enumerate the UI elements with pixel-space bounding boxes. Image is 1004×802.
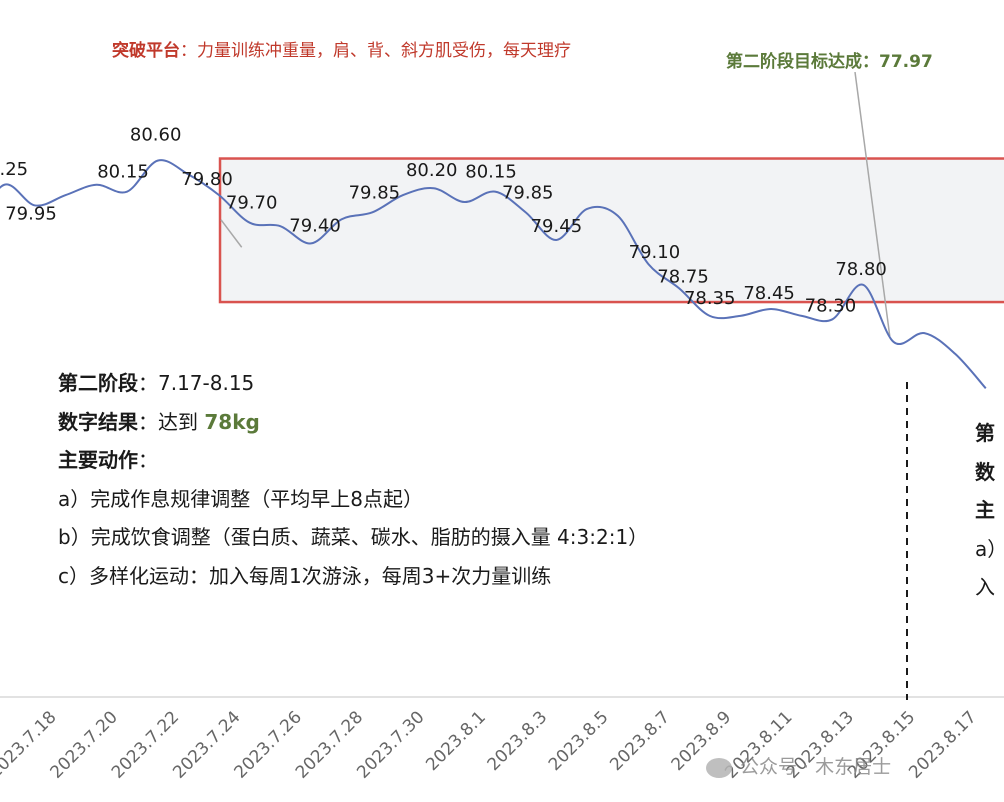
data-label: 80.15	[465, 162, 517, 183]
data-label: 80.15	[97, 162, 149, 183]
data-label: 79.85	[349, 182, 401, 203]
stage2-period: 7.17-8.15	[158, 371, 255, 395]
data-label: 78.45	[743, 283, 795, 304]
data-label: 79.80	[181, 169, 233, 190]
stage2-result-label: 数字结果	[58, 409, 138, 434]
data-label: 80.60	[130, 125, 182, 146]
plateau-annotation-sep: ：	[180, 41, 197, 61]
plateau-box	[218, 157, 1004, 304]
goal-connector	[854, 71, 891, 337]
data-label: 79.45	[531, 216, 583, 237]
stage2-action-b: b）完成饮食调整（蛋白质、蔬菜、碳水、脂肪的摄入量 4:3:2:1）	[58, 525, 649, 549]
stage3-line-2: 数	[975, 459, 995, 484]
data-label: 80.20	[406, 160, 458, 181]
plateau-annotation: 突破平台：力量训练冲重量，肩、背、斜方肌受伤，每天理疗	[112, 36, 571, 61]
data-label: 79.70	[226, 193, 278, 214]
x-tick-label: 2023.8.7	[606, 707, 674, 775]
wechat-icon	[706, 757, 732, 778]
x-tick-label: 2023.8.17	[905, 707, 980, 782]
data-label: 78.30	[805, 295, 857, 316]
data-label: 78.35	[684, 288, 736, 309]
stage2-title-sep: ：	[138, 371, 158, 395]
x-tick-label: 2023.8.5	[545, 707, 613, 775]
stage2-action-a: a）完成作息规律调整（平均早上8点起）	[58, 486, 423, 511]
data-label: 79.40	[289, 215, 341, 236]
stage2-result-text: 达到	[158, 409, 205, 434]
watermark: 公众号 · 木东居士	[706, 752, 891, 779]
data-label: 79.10	[629, 242, 681, 263]
stage3-line-1: 第	[975, 421, 995, 445]
x-tick-label: 2023.7.30	[353, 707, 428, 782]
weight-series-line	[0, 159, 987, 389]
stage2-title-line: 第二阶段：7.17-8.15	[58, 364, 648, 403]
plateau-annotation-text: 力量训练冲重量，肩、背、斜方肌受伤，每天理疗	[197, 41, 571, 61]
stage2-actions-label-line: 主要动作：	[58, 441, 648, 480]
data-label: 78.75	[657, 266, 709, 287]
stage2-action-c: c）多样化运动：加入每周1次游泳，每周3+次力量训练	[58, 563, 552, 588]
stage2-actions-label: 主要动作	[58, 448, 138, 472]
stage2-result-line: 数字结果：达到 78kg	[58, 403, 648, 442]
data-label: 80.25	[0, 159, 28, 180]
watermark-text: 公众号 · 木东居士	[740, 756, 892, 778]
stage3-line-4: a）	[975, 536, 1004, 561]
stage3-line-5: 入	[975, 575, 995, 599]
stage2-result-sep: ：	[138, 409, 158, 434]
stage2-title: 第二阶段	[58, 371, 138, 395]
stage2-result-value: 78kg	[204, 409, 260, 434]
data-label: 78.80	[835, 259, 887, 280]
stage3-line-3: 主	[975, 498, 995, 522]
stage2-actions-sep: ：	[138, 448, 158, 472]
data-label: 79.85	[502, 182, 554, 203]
plateau-connector	[220, 219, 243, 248]
plateau-annotation-title: 突破平台	[112, 41, 180, 61]
stage3-summary-partial: 第 数 主 a） 入	[975, 414, 1004, 607]
x-tick-label: 2023.8.1	[422, 707, 490, 775]
goal-annotation: 第二阶段目标达成：77.97	[724, 47, 935, 72]
x-tick-label: 2023.8.3	[484, 707, 552, 775]
data-label: 79.95	[5, 203, 57, 224]
stage2-summary: 第二阶段：7.17-8.15 数字结果：达到 78kg 主要动作： a）完成作息…	[58, 364, 648, 595]
